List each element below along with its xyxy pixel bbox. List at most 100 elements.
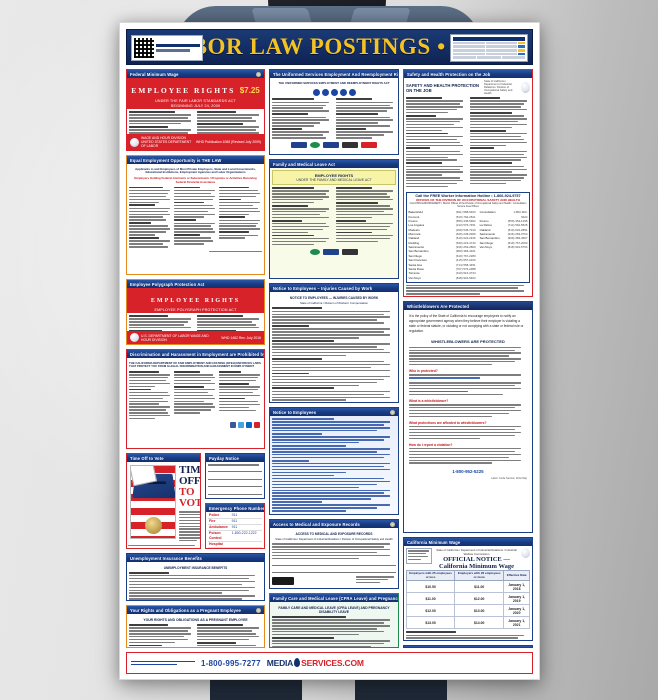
footer-phone-number[interactable]: 1-800-995-7277	[201, 658, 261, 668]
state-seal-icon	[521, 548, 530, 559]
barcode-badge	[131, 35, 203, 61]
panel-subtitle: FAMILY CARE AND MEDICAL LEAVE (CFRA LEAV…	[278, 605, 390, 614]
panel-notice-to-employees[interactable]: Notice to Employees	[269, 407, 399, 515]
linkedin-icon[interactable]	[246, 421, 252, 428]
office-name: San Diego	[408, 253, 423, 258]
vote-artwork: TIME OFF TO VOTE	[128, 463, 200, 545]
office-phone: (559) 445-5302	[455, 218, 476, 223]
panel-payday-notice[interactable]: Payday Notice	[205, 453, 265, 499]
brand-part-2: SERVICES.COM	[301, 658, 364, 668]
panel-title: Notice to Employees	[273, 409, 317, 415]
office-phone: (661) 588-6400	[455, 210, 476, 215]
panel-discrimination-harassment[interactable]: Discrimination and Harassment in Employm…	[126, 349, 265, 449]
panel-body: SAFETY AND HEALTH PROTECTION ON THE JOB …	[404, 78, 532, 296]
social-links[interactable]	[129, 421, 262, 429]
panel-paid-sick-leave[interactable]: Paid Sick Leave HEALTHY WORKPLACES / HEA…	[403, 645, 533, 648]
office-row: Van Nuys (818) 901-5403	[409, 276, 476, 280]
panel-body: Police 911 Fire 911 Ambulance 911	[206, 512, 264, 548]
agency-logos	[272, 140, 396, 150]
banner-title: EMPLOYEE RIGHTS	[314, 173, 354, 179]
panel-subtitle-2: State of California / Department of Indu…	[436, 548, 517, 557]
panel-header: California Minimum Wage	[404, 538, 532, 547]
office-row: Sacramento (916) 263-2800	[409, 245, 476, 249]
emergency-label: Hospital	[209, 542, 223, 547]
panel-access-medical-exposure-records[interactable]: Access to Medical and Exposure Records A…	[269, 519, 399, 589]
youtube-icon[interactable]	[254, 421, 260, 428]
records-field-employer[interactable]	[272, 561, 396, 566]
emergency-value[interactable]: 1-800-222-1222	[231, 531, 257, 536]
poster-footer[interactable]: 1-800-995-7277 MEDIA SERVICES.COM	[126, 652, 533, 674]
facebook-icon[interactable]	[230, 421, 236, 428]
panel-title: Equal Employment Opportunity is THE LAW	[130, 157, 222, 163]
emergency-value[interactable]: 911	[231, 519, 238, 524]
payday-field-signature[interactable]	[208, 490, 262, 495]
panel-userra[interactable]: The Uniformed Services Employment And Re…	[269, 69, 399, 155]
whistleblower-subtitle: WHISTLEBLOWERS ARE PROTECTED	[431, 338, 505, 344]
office-phone: (714) 562-5525	[507, 223, 528, 228]
panel-title: Payday Notice	[209, 455, 239, 461]
contents-mini-table	[453, 37, 525, 60]
panel-employee-polygraph-protection-act[interactable]: Employee Polygraph Protection Act EMPLOY…	[126, 279, 265, 345]
cell-effective-date: January 1, 2018	[503, 580, 530, 594]
panel-header: Equal Employment Opportunity is THE LAW	[127, 156, 264, 165]
panel-header: Your Rights and Obligations as a Pregnan…	[127, 606, 264, 615]
office-name: Monrovia	[408, 232, 421, 237]
iwc-order-box	[406, 548, 432, 564]
cell-wage-small: $13.00	[405, 616, 456, 630]
panel-whistleblowers-are-protected[interactable]: Whistleblowers Are Protected It is the p…	[403, 301, 533, 533]
payday-field-time[interactable]	[208, 482, 262, 487]
cell-wage-large: $14.00	[454, 616, 505, 630]
effective-date: BEGINNING JULY 24, 2009	[170, 103, 221, 108]
whistleblower-hotline[interactable]: 1-800-952-5225	[452, 468, 484, 474]
panel-header: Whistleblowers Are Protected	[404, 302, 532, 311]
panel-equal-employment-opportunity[interactable]: Equal Employment Opportunity is THE LAW …	[126, 155, 265, 275]
panel-body: TIME OFF TO VOTE	[127, 462, 200, 548]
panel-subtitle: UNEMPLOYMENT INSURANCE BENEFITS	[163, 565, 228, 570]
payday-field-employer[interactable]	[208, 467, 262, 472]
panel-header: The Uniformed Services Employment And Re…	[270, 70, 398, 79]
emergency-value[interactable]	[231, 542, 262, 547]
section-body	[409, 448, 527, 464]
panel-unemployment-insurance-benefits[interactable]: Unemployment Insurance Benefits UNEMPLOY…	[126, 553, 265, 601]
cell-effective-date: January 1, 2019	[503, 592, 530, 606]
panel-family-medical-leave-act[interactable]: Family and Medical Leave Act EMPLOYEE RI…	[269, 159, 399, 279]
panel-emergency-phone-numbers[interactable]: Emergency Phone Numbers Police 911 Fire …	[205, 503, 265, 549]
panel-title: Notice to Employees – Injuries Caused by…	[273, 285, 373, 291]
panel-title: Federal Minimum Wage	[130, 71, 179, 77]
panel-california-minimum-wage[interactable]: California Minimum Wage State of Califor…	[403, 537, 533, 641]
section-body	[409, 426, 527, 440]
office-phone: (707) 576-2388	[455, 266, 476, 271]
dol-seal-icon	[310, 248, 320, 255]
panel-injuries-caused-by-work[interactable]: Notice to Employees – Injuries Caused by…	[269, 283, 399, 403]
dol-seal-icon	[130, 333, 139, 342]
table-row: $10.50 $11.00 January 1, 2018	[405, 580, 530, 594]
emergency-value[interactable]: 911	[231, 513, 238, 518]
records-field-location[interactable]	[272, 568, 396, 574]
qr-code-icon	[342, 248, 358, 255]
payday-field-dates[interactable]	[208, 475, 262, 480]
panel-safety-health-protection[interactable]: Safety and Health Protection on the Job …	[403, 69, 533, 297]
office-name: Consultation	[479, 210, 496, 215]
footer-brand-logo[interactable]: MEDIA SERVICES.COM	[267, 658, 364, 668]
section-body	[409, 404, 527, 418]
panel-header: Time Off to Vote	[127, 454, 200, 463]
office-name: Fresno	[479, 218, 489, 223]
section-heading: Who is protected?	[409, 369, 438, 374]
footer-company-block	[131, 660, 195, 666]
panel-header: Discrimination and Harassment in Employm…	[127, 350, 264, 359]
twitter-icon[interactable]	[238, 421, 244, 428]
emergency-value[interactable]: 911	[231, 525, 238, 530]
panel-time-off-to-vote[interactable]: Time Off to Vote	[126, 453, 201, 549]
footer-agency: WAGE AND HOUR DIVISION UNITED STATES DEP…	[141, 136, 192, 148]
office-row: Santa Ana (714) 558-4451	[409, 263, 476, 267]
labor-law-poster[interactable]: LABOR LAW POSTINGS • 2018 Federal	[119, 22, 540, 680]
office-phone: (909) 383-4567	[507, 236, 528, 241]
emergency-row: Hospital	[208, 542, 262, 548]
panel-cfra-pregnancy-disability-leave[interactable]: Family Care and Medical Leave (CFRA Leav…	[269, 593, 399, 648]
panel-subtitle-2: State of California / Division of Worker…	[300, 300, 368, 305]
qr-code-icon	[134, 38, 154, 58]
federal-wage-amount: $7.25	[239, 85, 260, 95]
panel-pregnant-employee-rights[interactable]: Your Rights and Obligations as a Pregnan…	[126, 605, 265, 648]
panel-body: NOTICE TO EMPLOYEES — INJURIES CAUSED BY…	[270, 292, 398, 402]
panel-federal-minimum-wage[interactable]: Federal Minimum Wage EMPLOYEE RIGHTS $7.…	[126, 69, 265, 151]
